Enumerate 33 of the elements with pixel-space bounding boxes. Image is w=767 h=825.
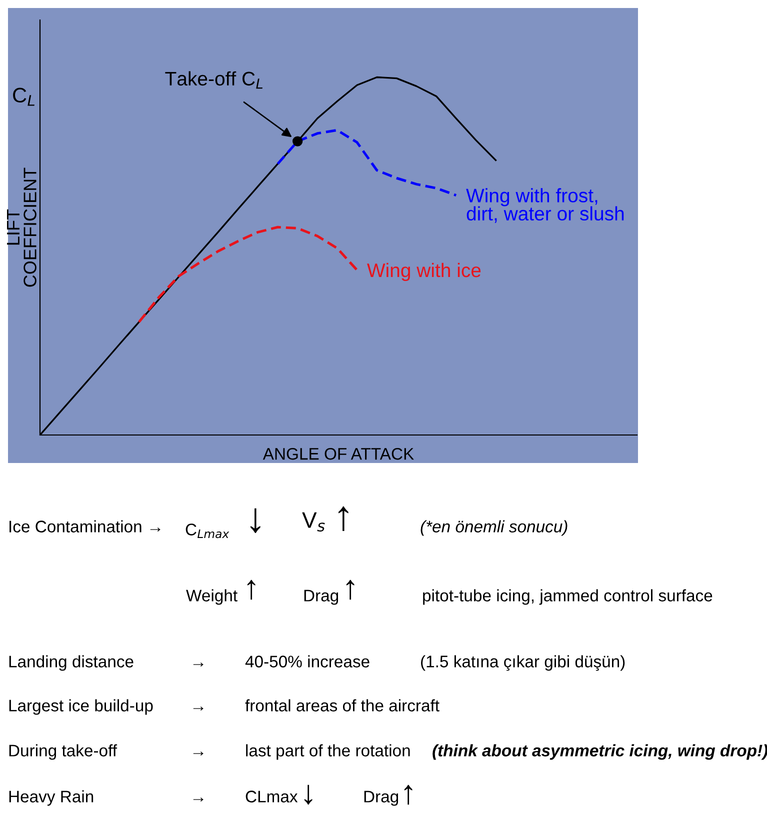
text: → [193, 752, 204, 756]
text: Drag [364, 790, 398, 806]
annotation: C$_{L}$ [13, 88, 34, 106]
text: frontal areas of the aircraft [245, 699, 440, 712]
text: Ice Contamination → [10, 520, 160, 532]
text: Drag [304, 590, 338, 605]
text: Largest ice build-up [9, 699, 153, 715]
text: During take-off [9, 744, 118, 760]
text: ↑ [338, 506, 348, 532]
x-axis-title: ANGLE OF ATTACK [262, 448, 414, 460]
text: pitot-tube icing, jammed control surface [423, 589, 712, 605]
text: V$_{s}$ [302, 512, 325, 532]
text: C$_{Lmax}$ [186, 524, 230, 538]
text: ↑ [346, 580, 354, 600]
annotation: Take-off C$_{L}$ [165, 71, 262, 89]
y-axis-title: LIFT COEFFICIENT [7, 168, 36, 287]
text: ↑ [404, 784, 412, 805]
series-label: Wing with frost, dirt, water or slush [466, 188, 624, 223]
text: Weight [186, 589, 238, 605]
text: Landing distance [9, 655, 134, 671]
text: ↑ [247, 580, 256, 600]
text: → [193, 798, 204, 802]
text: (1.5 katına çıkar gibi düşün) [421, 655, 625, 671]
text: last part of the rotation [246, 744, 410, 760]
series-label: Wing with ice [367, 262, 481, 282]
text: 40-50% increase [245, 655, 370, 668]
text: → [193, 706, 204, 710]
text: ↓ [250, 508, 260, 534]
text: → [193, 662, 204, 666]
text: Heavy Rain [9, 790, 94, 806]
text: ↓ [304, 784, 312, 805]
text: CLmax [246, 790, 298, 802]
text: (*en önemli sonucu) [420, 520, 568, 536]
